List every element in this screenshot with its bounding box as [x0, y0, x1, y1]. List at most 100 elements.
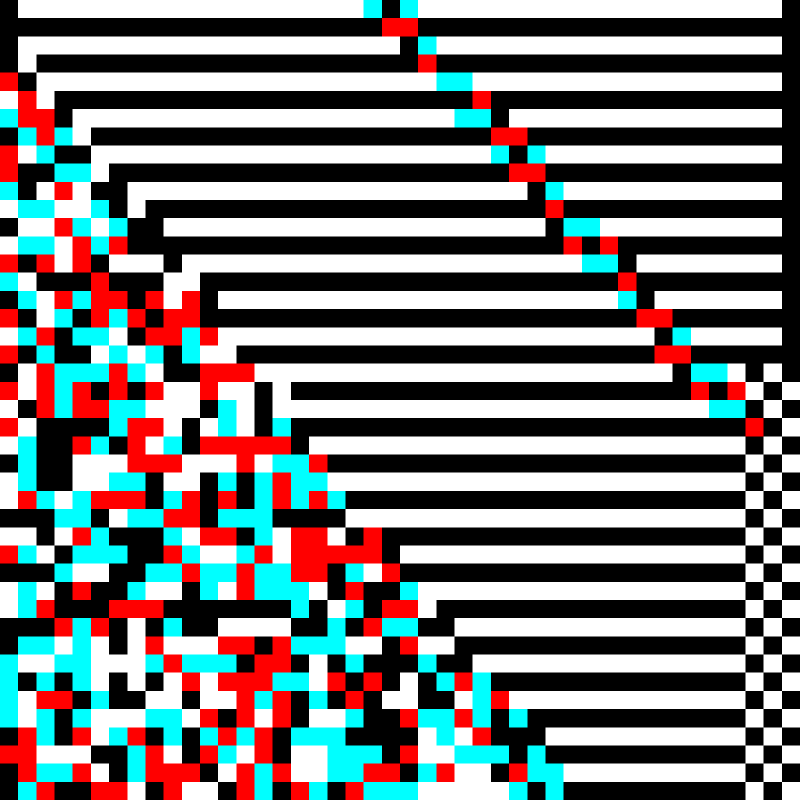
cell	[763, 418, 783, 437]
cell	[236, 581, 256, 601]
cell	[181, 54, 201, 74]
cell	[400, 527, 419, 546]
cell	[54, 745, 74, 765]
cell	[272, 654, 292, 674]
cell	[636, 600, 656, 619]
cell	[436, 345, 456, 365]
cell	[563, 400, 583, 419]
cell	[327, 545, 346, 565]
cell	[36, 290, 56, 310]
cell	[218, 90, 237, 110]
cell	[618, 72, 637, 92]
cell	[509, 563, 528, 583]
cell	[618, 181, 637, 201]
cell	[709, 400, 728, 419]
cell	[690, 309, 710, 328]
cell	[181, 327, 201, 346]
cell	[163, 381, 183, 401]
cell	[690, 763, 710, 783]
cell	[163, 763, 183, 783]
cell	[436, 654, 456, 674]
cell	[145, 363, 165, 383]
cell	[436, 600, 456, 619]
cell	[363, 254, 383, 274]
cell	[654, 436, 674, 456]
cell	[72, 581, 92, 601]
cell	[672, 563, 692, 583]
cell	[727, 381, 746, 401]
cell	[436, 127, 456, 146]
cell	[181, 381, 201, 401]
cell	[218, 672, 237, 692]
cell	[200, 545, 219, 565]
cell	[272, 163, 292, 183]
cell	[18, 745, 37, 765]
cell	[763, 381, 783, 401]
cell	[527, 181, 546, 201]
cell	[454, 781, 474, 800]
cell	[200, 36, 219, 56]
cell	[90, 327, 110, 346]
cell	[545, 600, 565, 619]
cell	[218, 418, 237, 437]
cell	[654, 236, 674, 256]
cell	[345, 454, 365, 474]
cell	[272, 381, 292, 401]
cell	[527, 490, 546, 510]
cell	[472, 327, 492, 346]
cell	[490, 527, 510, 546]
cell	[163, 309, 183, 328]
cell	[527, 345, 546, 365]
cell	[490, 454, 510, 474]
cell	[72, 636, 92, 656]
cell	[545, 400, 565, 419]
cell	[490, 563, 510, 583]
cell	[36, 72, 56, 92]
cell	[381, 690, 401, 710]
cell	[418, 672, 437, 692]
cell	[581, 345, 601, 365]
cell	[745, 218, 765, 237]
cell	[727, 54, 746, 74]
cell	[636, 690, 656, 710]
cell	[18, 145, 37, 165]
cell	[181, 672, 201, 692]
cell	[436, 472, 456, 492]
cell	[72, 490, 92, 510]
cell	[581, 236, 601, 256]
cell	[672, 127, 692, 146]
cell	[545, 127, 565, 146]
cell	[727, 418, 746, 437]
cell	[636, 418, 656, 437]
cell	[272, 581, 292, 601]
cell	[218, 163, 237, 183]
cell	[727, 509, 746, 528]
cell	[436, 254, 456, 274]
cell	[18, 18, 37, 37]
cell	[563, 509, 583, 528]
cell	[581, 618, 601, 637]
cell	[236, 490, 256, 510]
cell	[690, 418, 710, 437]
cell	[18, 600, 37, 619]
cell	[709, 290, 728, 310]
cell	[545, 181, 565, 201]
cell	[381, 418, 401, 437]
cell	[18, 436, 37, 456]
cell	[654, 490, 674, 510]
cell	[181, 145, 201, 165]
cell	[690, 145, 710, 165]
cell	[236, 472, 256, 492]
cell	[272, 454, 292, 474]
cell	[109, 109, 128, 128]
cell	[600, 309, 619, 328]
cell	[654, 327, 674, 346]
cell	[18, 254, 37, 274]
cell	[127, 472, 146, 492]
cell	[709, 218, 728, 237]
cell	[363, 54, 383, 74]
cell	[290, 290, 310, 310]
cell	[36, 454, 56, 474]
cell	[218, 145, 237, 165]
cell	[781, 600, 800, 619]
